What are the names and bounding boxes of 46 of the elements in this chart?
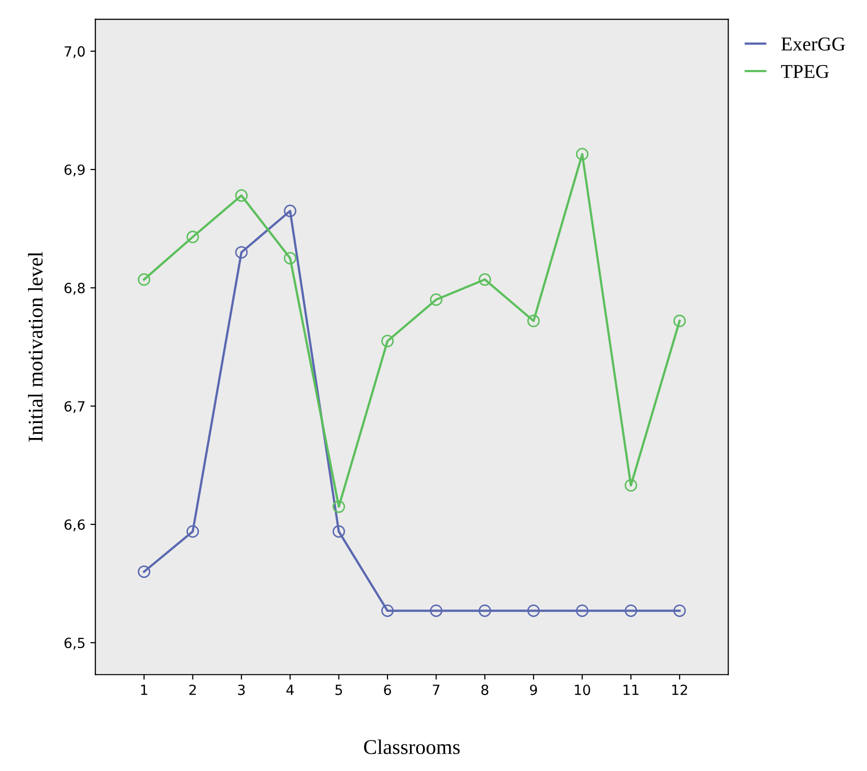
point: [284, 252, 296, 264]
y-tick-label: 7,0: [64, 46, 85, 58]
x-tick-label: 1: [141, 684, 148, 695]
point: [527, 604, 540, 617]
point: [332, 500, 346, 513]
x-tick-label: 8: [481, 684, 488, 696]
x-tick-label: 5: [335, 684, 342, 696]
point: [235, 246, 248, 259]
point: [430, 604, 442, 617]
point: [235, 189, 248, 202]
point: [576, 604, 588, 617]
x-tick-label: 2: [189, 684, 196, 695]
y-tick-label: 6,8: [64, 282, 85, 295]
point: [673, 604, 686, 617]
y-tick-label: 6,9: [64, 164, 85, 176]
x-tick-label: 3: [238, 684, 245, 696]
point: [186, 525, 199, 538]
legend-label: ExerGG: [781, 38, 845, 51]
x-tick-label: 10: [574, 684, 590, 696]
x-tick-label: 12: [672, 684, 688, 695]
point: [673, 314, 686, 328]
x-tick-label: 9: [530, 684, 537, 696]
x-tick-label: 11: [624, 684, 638, 695]
x-axis-title: Classrooms: [364, 739, 460, 754]
point: [576, 148, 588, 160]
point: [138, 273, 150, 286]
point: [478, 273, 492, 286]
legend-label: TPEG: [781, 64, 829, 78]
point: [186, 230, 199, 244]
point: [138, 565, 150, 578]
x-tick-label: 7: [432, 684, 440, 695]
point: [381, 604, 394, 617]
point: [478, 604, 492, 617]
point: [624, 479, 638, 492]
point: [624, 604, 638, 617]
point: [332, 525, 346, 538]
y-tick-label: 6,5: [64, 638, 84, 650]
point: [284, 204, 296, 218]
y-axis-title: Initial motivation level: [28, 252, 43, 442]
x-tick-label: 6: [384, 684, 392, 696]
y-tick-label: 6,6: [64, 519, 85, 532]
x-tick-label: 4: [286, 684, 294, 695]
point: [430, 293, 442, 306]
point: [381, 334, 394, 348]
point: [527, 314, 540, 328]
y-tick-label: 6,7: [64, 401, 84, 413]
